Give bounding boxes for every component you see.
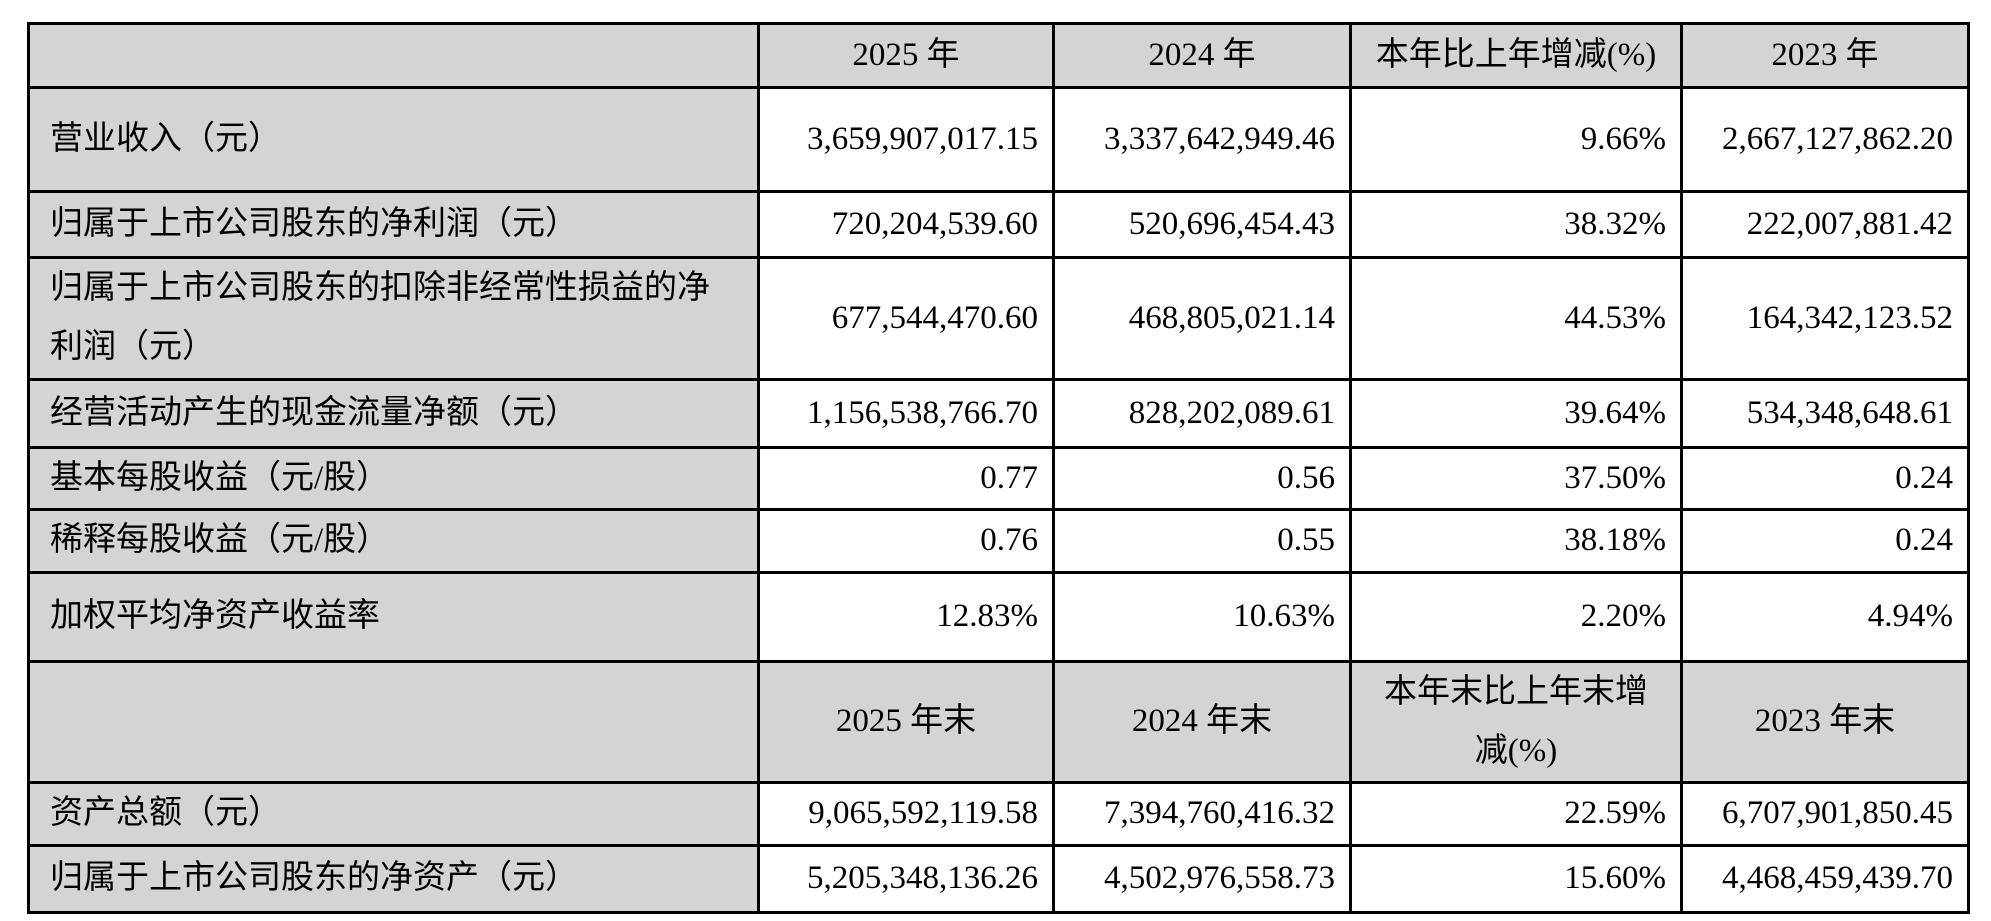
header-blank-cell	[27, 659, 760, 785]
column-header-2023: 2023 年	[1680, 22, 1970, 89]
cell-value: 37.50%	[1349, 445, 1683, 512]
cell-value: 44.53%	[1349, 256, 1683, 381]
column-header-2023-eoy: 2023 年末	[1680, 659, 1970, 785]
row-label: 资产总额（元）	[27, 781, 760, 847]
cell-value: 2.20%	[1349, 570, 1683, 663]
cell-value: 0.56	[1052, 445, 1352, 512]
column-header-2025: 2025 年	[757, 22, 1055, 89]
cell-value: 828,202,089.61	[1052, 377, 1352, 449]
row-label: 营业收入（元）	[27, 86, 760, 193]
cell-value: 2,667,127,862.20	[1680, 86, 1970, 193]
table-row: 2025 年末 2024 年末 本年末比上年末增 减(%) 2023 年末	[27, 659, 1970, 785]
table-row: 2025 年 2024 年 本年比上年增减(%) 2023 年	[27, 22, 1970, 89]
table-row: 稀释每股收益（元/股） 0.76 0.55 38.18% 0.24	[27, 508, 1970, 574]
cell-value: 534,348,648.61	[1680, 377, 1970, 449]
cell-value: 1,156,538,766.70	[757, 377, 1055, 449]
cell-value: 9,065,592,119.58	[757, 781, 1055, 847]
row-label: 归属于上市公司股东的净资产（元）	[27, 843, 760, 914]
column-header-eoy-change: 本年末比上年末增 减(%)	[1349, 659, 1683, 785]
cell-value: 0.77	[757, 445, 1055, 512]
cell-value: 4.94%	[1680, 570, 1970, 663]
table-row: 资产总额（元） 9,065,592,119.58 7,394,760,416.3…	[27, 781, 1970, 847]
key-financials-table: 2025 年 2024 年 本年比上年增减(%) 2023 年 营业收入（元） …	[27, 22, 1970, 914]
column-header-2024: 2024 年	[1052, 22, 1352, 89]
row-label: 归属于上市公司股东的扣除非经常性损益的净利润（元）	[27, 256, 760, 381]
cell-value: 22.59%	[1349, 781, 1683, 847]
cell-value: 0.76	[757, 508, 1055, 574]
cell-value: 3,337,642,949.46	[1052, 86, 1352, 193]
cell-value: 468,805,021.14	[1052, 256, 1352, 381]
cell-value: 720,204,539.60	[757, 190, 1055, 259]
table-row: 经营活动产生的现金流量净额（元） 1,156,538,766.70 828,20…	[27, 377, 1970, 449]
cell-value: 39.64%	[1349, 377, 1683, 449]
table-row: 归属于上市公司股东的扣除非经常性损益的净利润（元） 677,544,470.60…	[27, 256, 1970, 381]
table-row: 归属于上市公司股东的净利润（元） 720,204,539.60 520,696,…	[27, 190, 1970, 259]
cell-value: 3,659,907,017.15	[757, 86, 1055, 193]
row-label: 经营活动产生的现金流量净额（元）	[27, 377, 760, 449]
row-label: 加权平均净资产收益率	[27, 570, 760, 663]
column-header-2024-eoy: 2024 年末	[1052, 659, 1352, 785]
cell-value: 677,544,470.60	[757, 256, 1055, 381]
cell-value: 7,394,760,416.32	[1052, 781, 1352, 847]
cell-value: 520,696,454.43	[1052, 190, 1352, 259]
row-label: 稀释每股收益（元/股）	[27, 508, 760, 574]
cell-value: 5,205,348,136.26	[757, 843, 1055, 914]
cell-value: 9.66%	[1349, 86, 1683, 193]
row-label: 归属于上市公司股东的净利润（元）	[27, 190, 760, 259]
cell-value: 0.24	[1680, 445, 1970, 512]
cell-value: 222,007,881.42	[1680, 190, 1970, 259]
cell-value: 164,342,123.52	[1680, 256, 1970, 381]
header-blank-cell	[27, 22, 760, 89]
column-header-yoy-change: 本年比上年增减(%)	[1349, 22, 1683, 89]
cell-value: 38.32%	[1349, 190, 1683, 259]
cell-value: 15.60%	[1349, 843, 1683, 914]
cell-value: 0.24	[1680, 508, 1970, 574]
cell-value: 10.63%	[1052, 570, 1352, 663]
cell-value: 0.55	[1052, 508, 1352, 574]
table-row: 加权平均净资产收益率 12.83% 10.63% 2.20% 4.94%	[27, 570, 1970, 663]
row-label: 基本每股收益（元/股）	[27, 445, 760, 512]
table-row: 基本每股收益（元/股） 0.77 0.56 37.50% 0.24	[27, 445, 1970, 512]
cell-value: 6,707,901,850.45	[1680, 781, 1970, 847]
cell-value: 4,502,976,558.73	[1052, 843, 1352, 914]
cell-value: 12.83%	[757, 570, 1055, 663]
table-row: 归属于上市公司股东的净资产（元） 5,205,348,136.26 4,502,…	[27, 843, 1970, 914]
cell-value: 38.18%	[1349, 508, 1683, 574]
table-row: 营业收入（元） 3,659,907,017.15 3,337,642,949.4…	[27, 86, 1970, 193]
column-header-2025-eoy: 2025 年末	[757, 659, 1055, 785]
cell-value: 4,468,459,439.70	[1680, 843, 1970, 914]
